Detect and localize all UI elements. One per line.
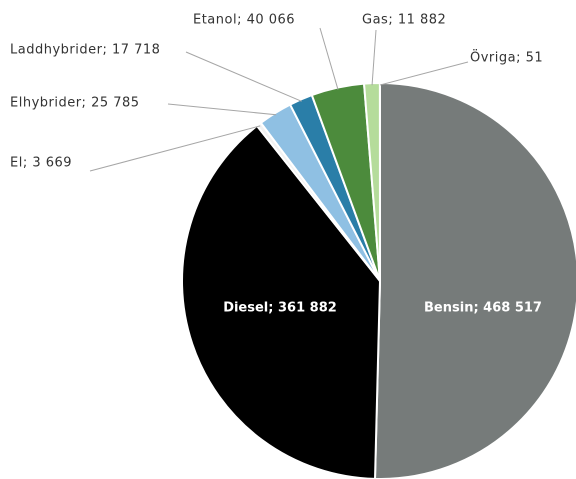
leader-line <box>167 103 277 116</box>
data-label: Diesel; 361 882 <box>223 301 337 316</box>
data-label: Bensin; 468 517 <box>424 301 542 316</box>
data-label: Elhybrider; 25 785 <box>10 96 140 111</box>
data-label: Gas; 11 882 <box>362 13 446 28</box>
data-label: Övriga; 51 <box>470 49 543 66</box>
pie-slice <box>374 81 576 479</box>
data-label: Etanol; 40 066 <box>193 13 295 28</box>
leader-line <box>319 27 339 90</box>
leader-line <box>379 61 469 86</box>
leader-line <box>371 29 377 86</box>
leader-line <box>89 125 261 172</box>
pie-slice <box>181 124 382 479</box>
data-label: Laddhybrider; 17 718 <box>10 43 160 58</box>
data-label: El; 3 669 <box>10 156 72 171</box>
leader-line <box>185 51 302 102</box>
